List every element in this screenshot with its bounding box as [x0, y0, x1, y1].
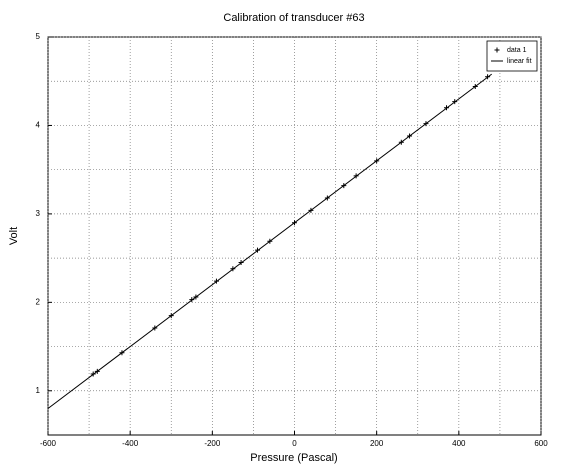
legend-label: data 1	[507, 47, 527, 54]
x-tick-label: 600	[534, 439, 548, 448]
legend-marker	[494, 47, 500, 53]
x-axis-label: Pressure (Pascal)	[250, 452, 337, 464]
x-tick-label: -600	[40, 439, 57, 448]
y-tick-label: 1	[36, 386, 41, 395]
x-tick-label: 200	[370, 439, 384, 448]
x-tick-label: -400	[122, 439, 139, 448]
x-tick-label: 400	[452, 439, 466, 448]
chart-title: Calibration of transducer #63	[223, 12, 364, 24]
y-tick-label: 4	[36, 121, 41, 130]
y-axis-label: Volt	[8, 227, 20, 245]
x-tick-label: 0	[292, 439, 297, 448]
legend-label: linear fit	[507, 58, 532, 65]
y-tick-label: 3	[36, 209, 41, 218]
x-tick-label: -200	[204, 439, 221, 448]
legend-box	[486, 40, 538, 72]
fit-line	[47, 73, 493, 409]
y-tick-label: 5	[36, 32, 41, 41]
y-tick-label: 2	[36, 297, 41, 306]
